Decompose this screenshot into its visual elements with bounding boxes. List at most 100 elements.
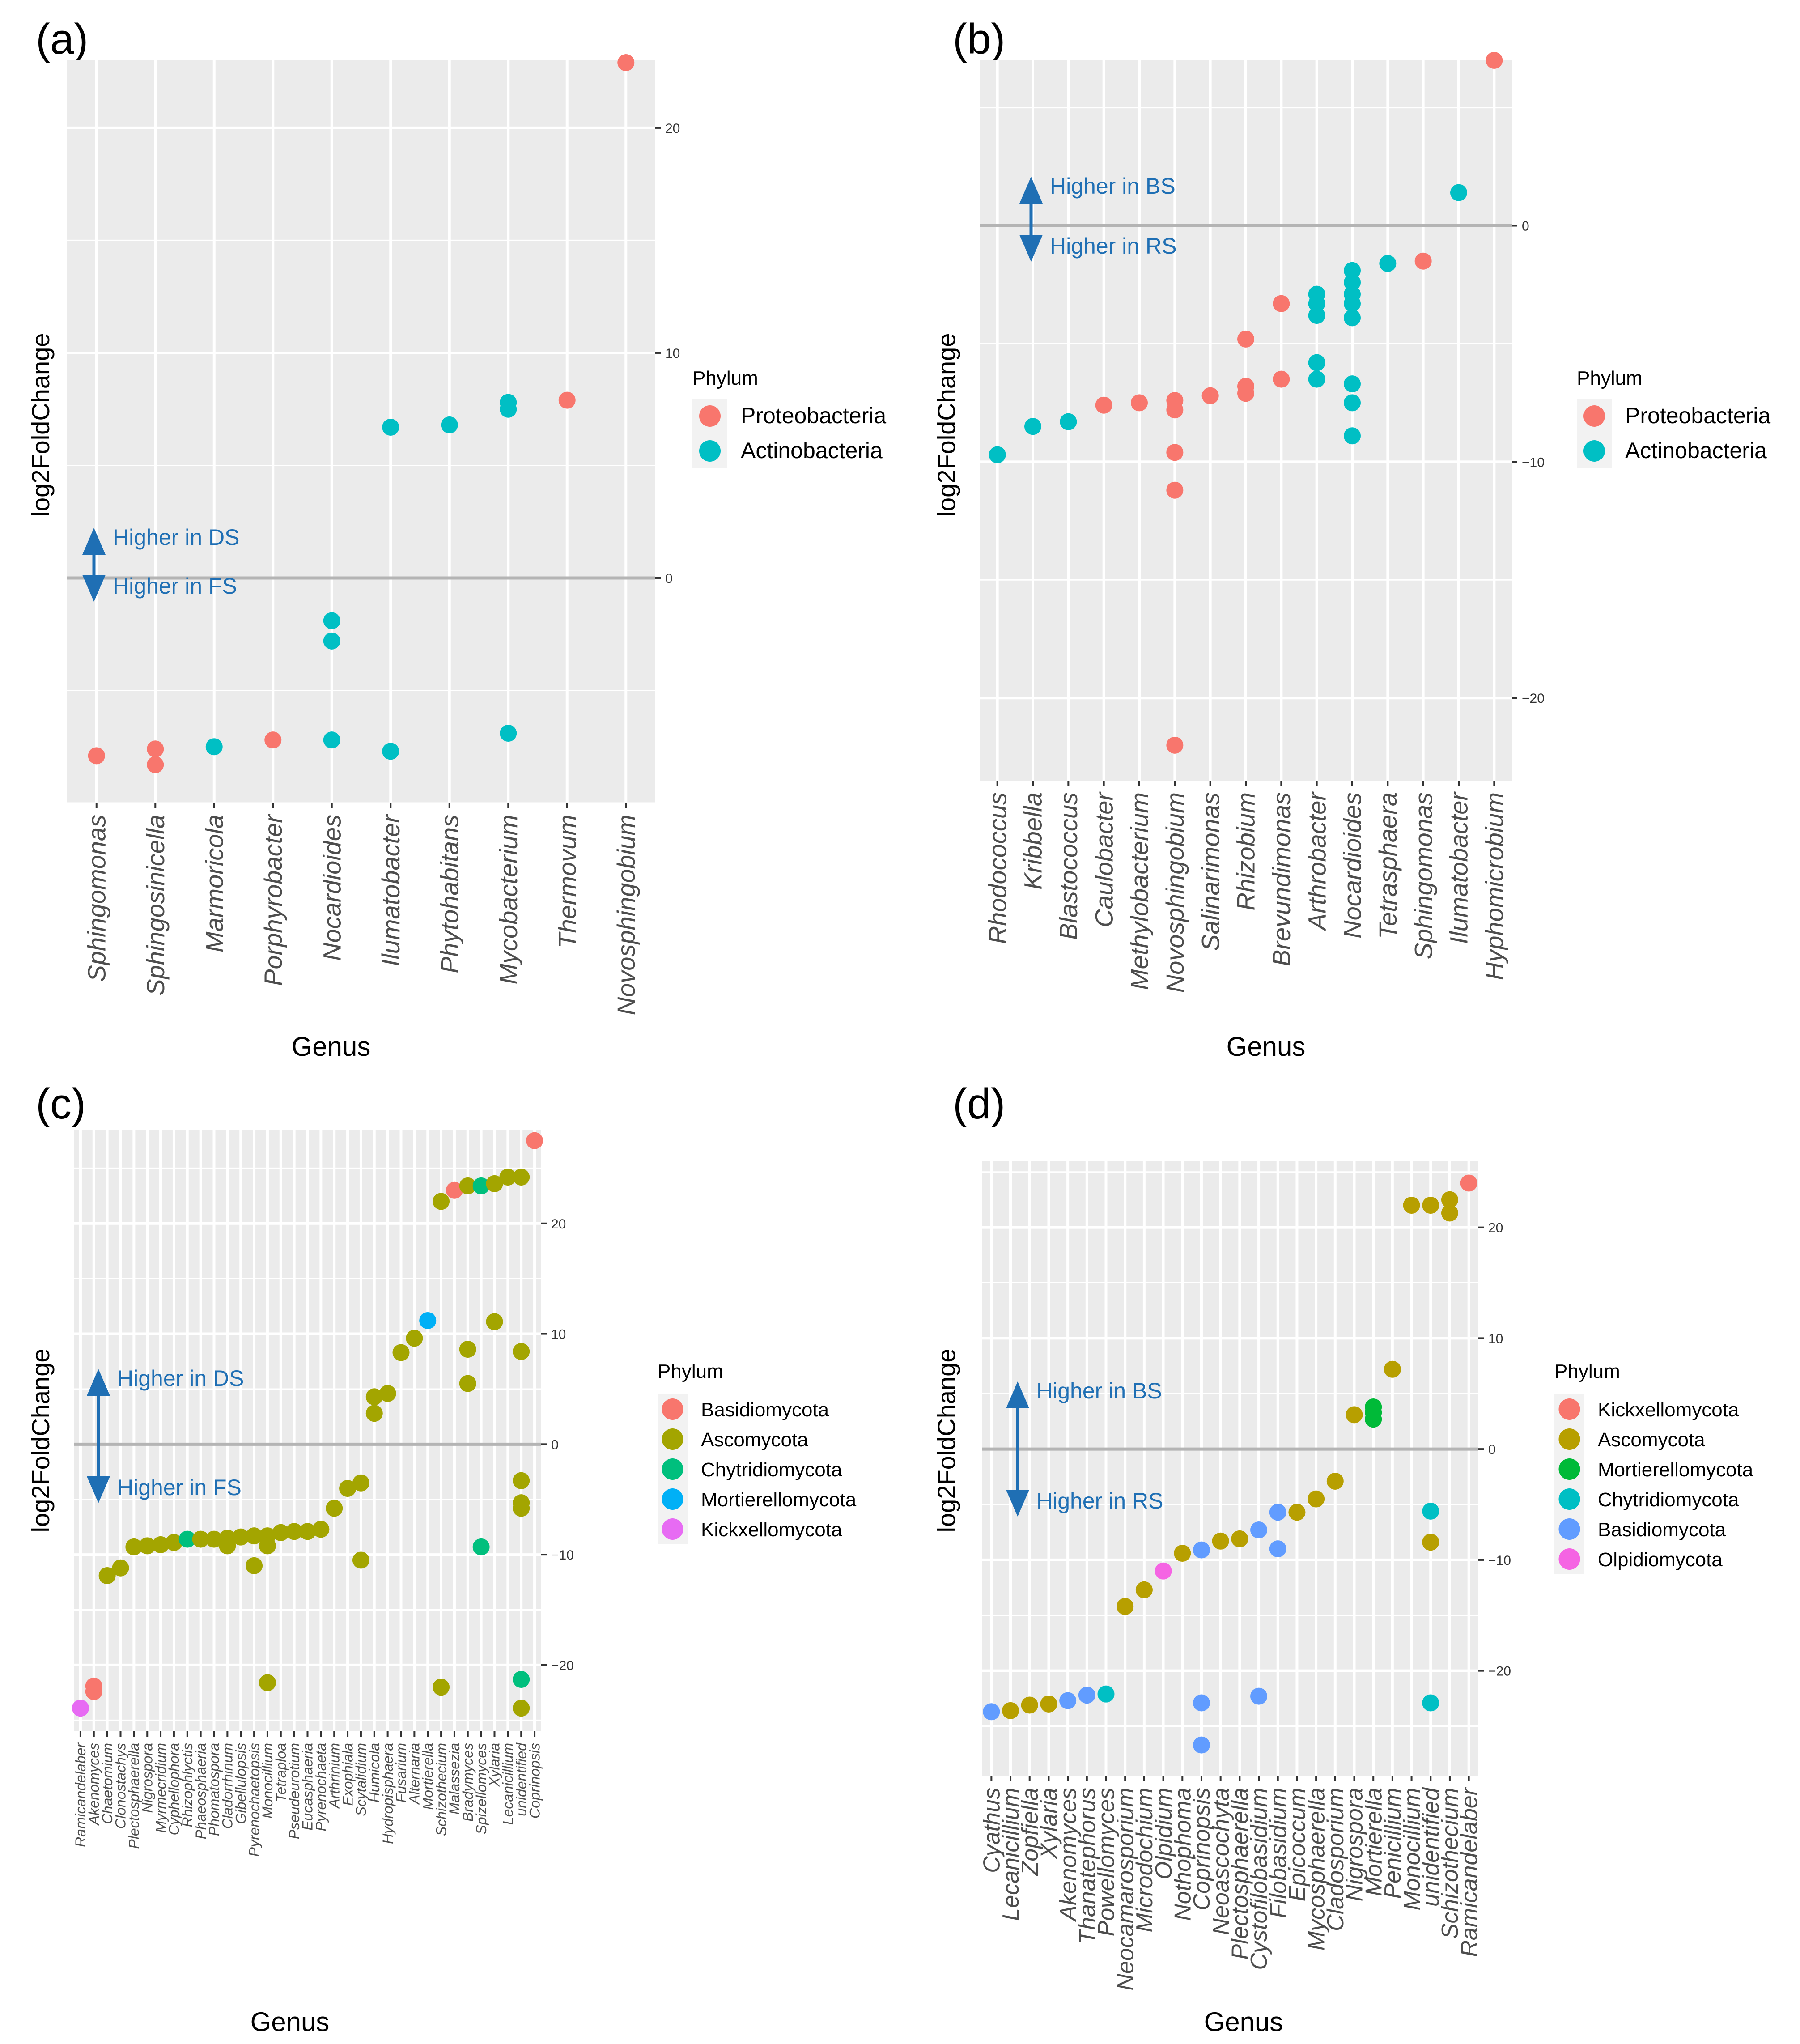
annotation-arrow-down bbox=[1006, 1490, 1029, 1517]
x-category-label: Sphingomonas bbox=[1409, 792, 1437, 960]
data-point bbox=[1344, 309, 1361, 327]
x-category-label: Marmoricola bbox=[200, 815, 228, 952]
data-point bbox=[1040, 1695, 1057, 1713]
y-tick-label: −20 bbox=[1488, 1664, 1511, 1679]
data-point bbox=[352, 1551, 369, 1569]
legend-label: Kickxellomycota bbox=[701, 1519, 842, 1541]
x-category-label: Caulobacter bbox=[1090, 791, 1118, 927]
data-point bbox=[1344, 274, 1361, 291]
data-point bbox=[472, 1177, 490, 1194]
panel-c: (c)20100−10−20RamicandelaberAkenomycesCh… bbox=[26, 1080, 857, 2037]
x-category-label: Powellomyces bbox=[1094, 1788, 1120, 1936]
legend-key-dot bbox=[1558, 1488, 1580, 1510]
legend-title: Phylum bbox=[692, 367, 758, 389]
data-point bbox=[1308, 354, 1325, 371]
data-point bbox=[558, 391, 576, 409]
data-point bbox=[246, 1527, 263, 1545]
annotation-down-label: Higher in FS bbox=[113, 574, 237, 599]
x-category-label: Cladorrhinum bbox=[220, 1743, 236, 1829]
data-point bbox=[617, 54, 635, 72]
x-category-label: Olpidium bbox=[1151, 1788, 1177, 1879]
x-category-label: Tetraploa bbox=[273, 1743, 289, 1802]
x-category-label: Arthrinium bbox=[326, 1743, 342, 1809]
data-point bbox=[513, 1472, 530, 1489]
data-point bbox=[499, 1169, 517, 1186]
data-point bbox=[1414, 252, 1432, 270]
x-category-label: Xylaria bbox=[487, 1743, 503, 1787]
panel-d: (d) 20 10 0 −10 −20 CyathusLecanicilliumZopfie… bbox=[932, 1080, 1753, 2037]
legend-label: Ascomycota bbox=[701, 1429, 808, 1451]
data-point bbox=[1155, 1562, 1172, 1580]
legend-label: Basidiomycota bbox=[701, 1399, 829, 1421]
x-category-label: Hydropisphaera bbox=[380, 1743, 396, 1844]
annotation-up-label: Higher in BS bbox=[1050, 174, 1176, 199]
legend-label: Basidiomycota bbox=[1598, 1519, 1726, 1541]
x-category-label: Novosphingobium bbox=[612, 815, 640, 1015]
x-category-label: Novosphingobium bbox=[1161, 792, 1189, 993]
data-point bbox=[1460, 1174, 1477, 1192]
x-category-label: Mortierella bbox=[420, 1743, 436, 1810]
x-category-label: Humicola bbox=[366, 1743, 382, 1802]
data-point bbox=[1166, 444, 1184, 461]
data-point bbox=[232, 1528, 250, 1546]
data-point bbox=[1403, 1197, 1420, 1214]
data-point bbox=[1422, 1534, 1439, 1551]
data-point bbox=[1422, 1197, 1439, 1214]
data-point bbox=[272, 1524, 289, 1541]
data-point bbox=[1166, 401, 1184, 419]
x-category-label: Microdochium bbox=[1132, 1788, 1158, 1933]
data-point bbox=[1308, 307, 1325, 324]
y-axis-title: log2FoldChange bbox=[932, 333, 960, 517]
x-category-label: Thanatephorus bbox=[1074, 1788, 1100, 1944]
data-point bbox=[1308, 295, 1325, 312]
y-tick-label: 20 bbox=[551, 1217, 566, 1232]
x-category-label: Mycobacterium bbox=[494, 815, 522, 985]
x-category-label: Porphyrobacter bbox=[259, 814, 287, 986]
x-category-label: Nocardioides bbox=[1338, 792, 1367, 939]
data-point bbox=[1166, 481, 1184, 499]
data-point bbox=[112, 1559, 129, 1577]
x-category-label: Phomatospora bbox=[206, 1743, 222, 1836]
annotation-up-label: Higher in BS bbox=[1036, 1378, 1162, 1403]
x-category-label: Blastococcus bbox=[1054, 792, 1083, 940]
data-point bbox=[1422, 1694, 1439, 1712]
legend-label: Kickxellomycota bbox=[1598, 1399, 1739, 1421]
annotation-down-label: Higher in FS bbox=[117, 1475, 242, 1500]
data-point bbox=[1002, 1702, 1019, 1719]
data-point bbox=[323, 632, 340, 650]
data-point bbox=[1269, 1540, 1286, 1558]
data-point bbox=[165, 1534, 183, 1551]
data-point bbox=[459, 1177, 476, 1194]
data-point bbox=[379, 1385, 396, 1402]
x-category-label: Pyrenochaeta bbox=[313, 1743, 329, 1831]
data-point bbox=[1131, 394, 1148, 412]
legend-key-dot bbox=[699, 405, 721, 427]
data-point bbox=[989, 446, 1006, 463]
data-point bbox=[88, 747, 105, 765]
annotation-arrow-down bbox=[1019, 235, 1043, 262]
y-tick-label: 10 bbox=[665, 346, 680, 361]
y-axis-title: log2FoldChange bbox=[932, 1349, 960, 1533]
data-point bbox=[1024, 418, 1041, 435]
data-point bbox=[264, 731, 282, 749]
data-point bbox=[1193, 1541, 1210, 1559]
data-point bbox=[1269, 1504, 1286, 1521]
x-category-label: Phytohabitans bbox=[435, 815, 463, 973]
data-point bbox=[1344, 295, 1361, 312]
x-category-label: Coprinopsis bbox=[526, 1743, 543, 1819]
annotation-arrow-up bbox=[82, 528, 106, 555]
legend-key-dot bbox=[1558, 1518, 1580, 1540]
data-point bbox=[178, 1530, 196, 1548]
x-category-label: Monocillium bbox=[259, 1743, 276, 1819]
annotation-arrow-up bbox=[1019, 177, 1043, 204]
data-point bbox=[147, 740, 164, 758]
x-category-label: Hyphomicrobium bbox=[1480, 792, 1508, 980]
data-point bbox=[433, 1679, 450, 1696]
y-tick-label: 0 bbox=[1522, 219, 1529, 234]
x-category-label: Alternaria bbox=[407, 1743, 423, 1805]
x-category-label: Malassezia bbox=[446, 1743, 463, 1815]
data-point bbox=[147, 756, 164, 773]
data-point bbox=[513, 1671, 530, 1688]
legend-key-dot bbox=[662, 1488, 683, 1510]
panel-label: (a) bbox=[36, 15, 88, 63]
